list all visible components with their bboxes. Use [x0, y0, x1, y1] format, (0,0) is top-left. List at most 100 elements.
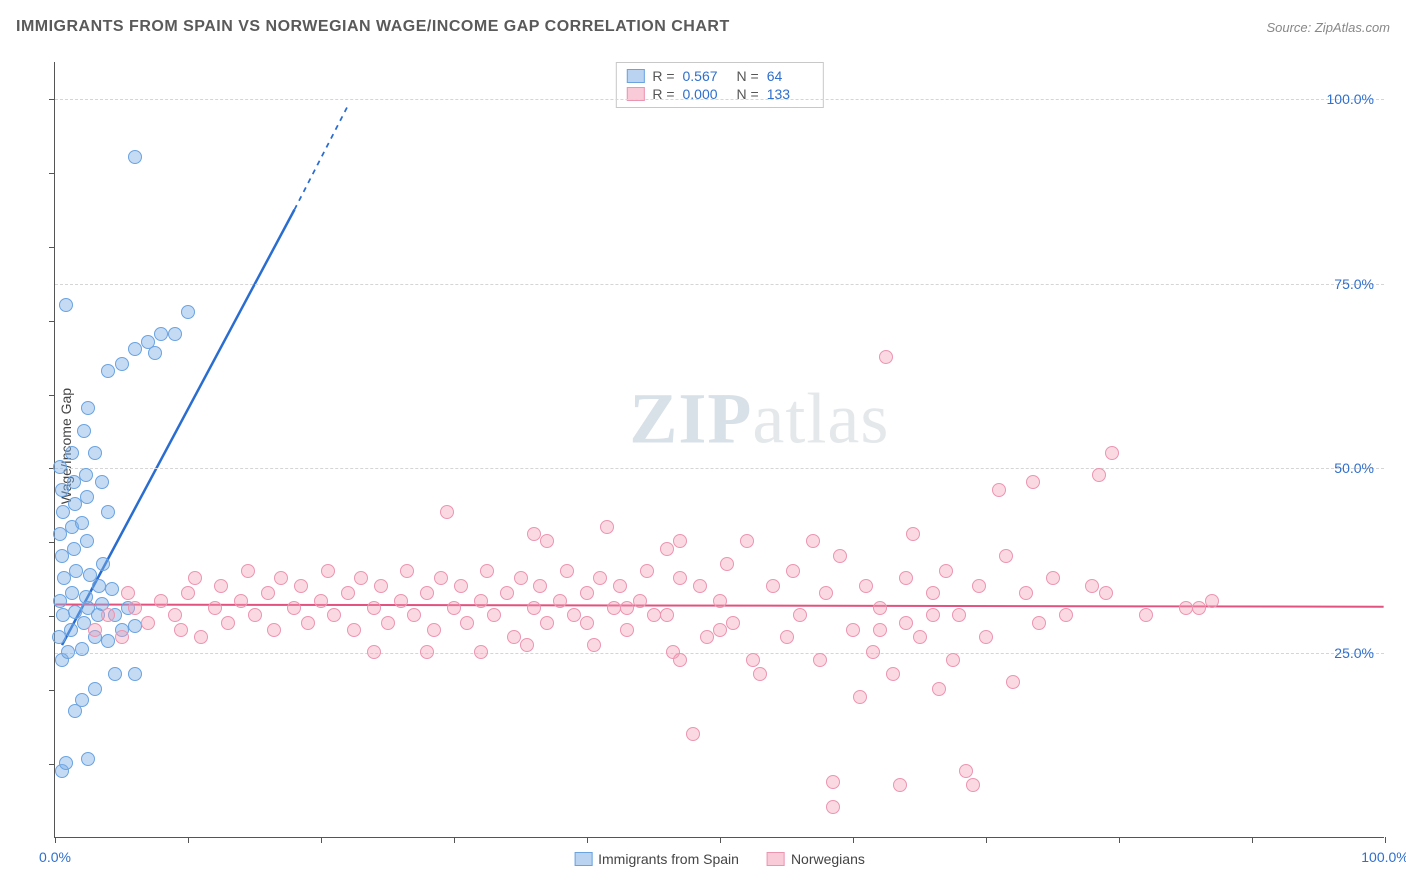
data-point — [88, 623, 102, 637]
data-point — [267, 623, 281, 637]
source-label: Source: ZipAtlas.com — [1266, 20, 1390, 35]
data-point — [587, 638, 601, 652]
data-point — [75, 516, 89, 530]
chart-title: IMMIGRANTS FROM SPAIN VS NORWEGIAN WAGE/… — [16, 18, 730, 36]
data-point — [234, 594, 248, 608]
data-point — [77, 424, 91, 438]
data-point — [80, 490, 94, 504]
data-point — [440, 505, 454, 519]
data-point — [148, 346, 162, 360]
data-point — [786, 564, 800, 578]
data-point — [221, 616, 235, 630]
data-point — [1092, 468, 1106, 482]
data-point — [673, 534, 687, 548]
data-point — [1026, 475, 1040, 489]
y-tick-mark — [49, 616, 55, 617]
stat-r-value: 0.567 — [683, 68, 729, 84]
data-point — [59, 298, 73, 312]
data-point — [105, 582, 119, 596]
data-point — [407, 608, 421, 622]
data-point — [474, 594, 488, 608]
data-point — [806, 534, 820, 548]
data-point — [959, 764, 973, 778]
data-point — [480, 564, 494, 578]
data-point — [88, 446, 102, 460]
data-point — [780, 630, 794, 644]
data-point — [520, 638, 534, 652]
data-point — [607, 601, 621, 615]
stats-row: R = 0.000 N = 133 — [626, 85, 812, 103]
data-point — [96, 557, 110, 571]
data-point — [553, 594, 567, 608]
data-point — [101, 364, 115, 378]
data-point — [647, 608, 661, 622]
data-point — [420, 645, 434, 659]
data-point — [447, 601, 461, 615]
data-point — [128, 342, 142, 356]
swatch-blue-icon — [574, 852, 592, 866]
data-point — [420, 586, 434, 600]
legend-item: Immigrants from Spain — [574, 851, 739, 867]
data-point — [660, 542, 674, 556]
data-point — [946, 653, 960, 667]
data-point — [952, 608, 966, 622]
y-tick-label: 100.0% — [1327, 91, 1374, 107]
y-tick-mark — [49, 247, 55, 248]
legend-item: Norwegians — [767, 851, 865, 867]
data-point — [68, 605, 82, 619]
data-point — [1205, 594, 1219, 608]
gridline — [55, 653, 1384, 654]
y-tick-mark — [49, 99, 55, 100]
data-point — [593, 571, 607, 585]
data-point — [753, 667, 767, 681]
stat-n-label: N = — [737, 68, 759, 84]
x-tick-mark — [1119, 837, 1120, 843]
data-point — [613, 579, 627, 593]
data-point — [906, 527, 920, 541]
data-point — [1179, 601, 1193, 615]
data-point — [640, 564, 654, 578]
legend-label: Norwegians — [791, 851, 865, 867]
data-point — [261, 586, 275, 600]
y-tick-label: 25.0% — [1334, 645, 1374, 661]
data-point — [79, 468, 93, 482]
data-point — [88, 682, 102, 696]
data-point — [866, 645, 880, 659]
data-point — [64, 623, 78, 637]
data-point — [154, 327, 168, 341]
data-point — [248, 608, 262, 622]
data-point — [746, 653, 760, 667]
data-point — [926, 608, 940, 622]
y-tick-label: 50.0% — [1334, 460, 1374, 476]
x-tick-mark — [853, 837, 854, 843]
data-point — [92, 579, 106, 593]
legend-label: Immigrants from Spain — [598, 851, 739, 867]
data-point — [567, 608, 581, 622]
data-point — [726, 616, 740, 630]
data-point — [81, 401, 95, 415]
data-point — [101, 608, 115, 622]
data-point — [327, 608, 341, 622]
data-point — [500, 586, 514, 600]
data-point — [992, 483, 1006, 497]
data-point — [101, 634, 115, 648]
data-point — [979, 630, 993, 644]
data-point — [580, 586, 594, 600]
data-point — [700, 630, 714, 644]
data-point — [121, 586, 135, 600]
data-point — [65, 446, 79, 460]
data-point — [241, 564, 255, 578]
data-point — [83, 568, 97, 582]
data-point — [108, 667, 122, 681]
scatter-plot: ZIPatlas R = 0.567 N = 64 R = 0.000 N = … — [54, 62, 1384, 838]
y-tick-mark — [49, 542, 55, 543]
data-point — [873, 623, 887, 637]
data-point — [374, 579, 388, 593]
data-point — [69, 564, 83, 578]
data-point — [214, 579, 228, 593]
data-point — [1192, 601, 1206, 615]
data-point — [128, 619, 142, 633]
data-point — [287, 601, 301, 615]
data-point — [966, 778, 980, 792]
data-point — [1032, 616, 1046, 630]
